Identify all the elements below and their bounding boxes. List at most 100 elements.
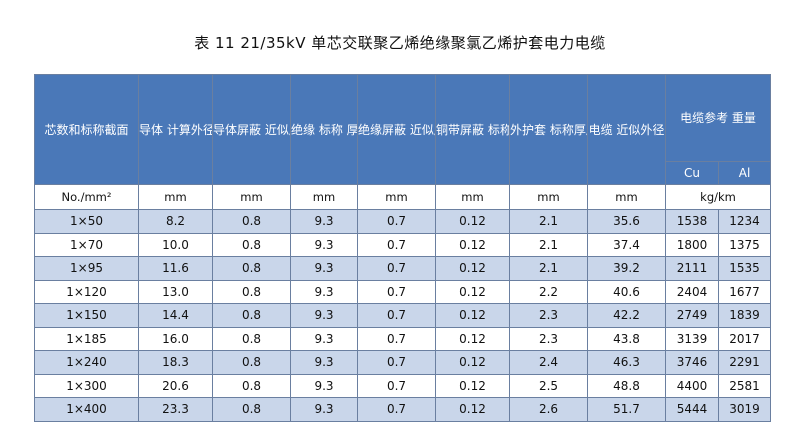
- table-cell: 0.12: [435, 209, 510, 234]
- table-cell: 0.7: [357, 232, 436, 257]
- table-row: 1×185 16.0 0.8 9.3 0.7 0.12 2.3 43.8 3139 2017: [34, 326, 772, 351]
- table-cell: 0.12: [435, 350, 510, 375]
- table-cell: 9.3: [290, 303, 358, 328]
- table-cell: 3139: [665, 326, 719, 351]
- table-cell: 0.8: [212, 209, 291, 234]
- table-cell: 0.7: [357, 326, 436, 351]
- table-row: 1×70 10.0 0.8 9.3 0.7 0.12 2.1 37.4 1800 1375: [34, 232, 772, 257]
- table-cell: 9.3: [290, 256, 358, 281]
- table-cell: 42.2: [587, 303, 666, 328]
- table-cell: 40.6: [587, 279, 666, 304]
- table-cell: 0.8: [212, 373, 291, 398]
- table-cell: 2.5: [509, 373, 588, 398]
- unit-cell: mm: [509, 184, 588, 210]
- table-cell: 2.3: [509, 303, 588, 328]
- table-cell: 2749: [665, 303, 719, 328]
- table-cell: 1677: [717, 279, 772, 304]
- table-cell: 2111: [665, 256, 719, 281]
- table-cell: 1375: [717, 232, 772, 257]
- table-cell: 4400: [665, 373, 719, 398]
- units-row: No./mm² mm mm mm mm mm mm mm kg/km: [34, 184, 772, 210]
- table-cell: 1×150: [34, 303, 139, 328]
- unit-cell: mm: [357, 184, 436, 210]
- header-core-section: 芯数和标称截面: [34, 74, 139, 185]
- table-cell: 0.7: [357, 209, 436, 234]
- table-cell: 1×70: [34, 232, 139, 257]
- table-cell: 0.12: [435, 326, 510, 351]
- unit-cell: mm: [138, 184, 213, 210]
- table-cell: 16.0: [138, 326, 213, 351]
- unit-cell: mm: [290, 184, 358, 210]
- header-row: 芯数和标称截面 导体 计算外径 导体屏蔽 近似厚度 绝缘 标称 厚度 绝缘屏蔽 …: [34, 74, 772, 185]
- table-cell: 2.2: [509, 279, 588, 304]
- table-cell: 0.7: [357, 373, 436, 398]
- table-row: 1×300 20.6 0.8 9.3 0.7 0.12 2.5 48.8 4400 2581: [34, 373, 772, 398]
- header-reference-weight: 电缆参考 重量: [664, 74, 772, 162]
- table-cell: 0.8: [212, 397, 291, 422]
- table-cell: 0.8: [212, 232, 291, 257]
- table-cell: 2404: [665, 279, 719, 304]
- table-cell: 9.3: [290, 326, 358, 351]
- table-cell: 2.1: [509, 209, 588, 234]
- header-al: Al: [717, 161, 772, 185]
- table-cell: 0.12: [435, 279, 510, 304]
- unit-cell-weight: kg/km: [664, 184, 772, 210]
- table-cell: 0.12: [435, 303, 510, 328]
- table-cell: 0.12: [435, 397, 510, 422]
- table-cell: 5444: [665, 397, 719, 422]
- table-cell: 1×95: [34, 256, 139, 281]
- table-cell: 0.8: [212, 326, 291, 351]
- table-cell: 0.8: [212, 350, 291, 375]
- table-cell: 39.2: [587, 256, 666, 281]
- table-title: 表 11 21/35kV 单芯交联聚乙烯绝缘聚氯乙烯护套电力电缆: [194, 34, 606, 52]
- header-cu: Cu: [665, 161, 719, 185]
- table-cell: 1535: [717, 256, 772, 281]
- table-cell: 9.3: [290, 232, 358, 257]
- table-cell: 9.3: [290, 279, 358, 304]
- table-cell: 9.3: [290, 397, 358, 422]
- unit-cell: mm: [435, 184, 510, 210]
- table-cell: 1×185: [34, 326, 139, 351]
- unit-cell: mm: [587, 184, 666, 210]
- table-cell: 1538: [665, 209, 719, 234]
- table-cell: 2291: [717, 350, 772, 375]
- table-row: 1×240 18.3 0.8 9.3 0.7 0.12 2.4 46.3 3746 2291: [34, 350, 772, 375]
- table-row: 1×150 14.4 0.8 9.3 0.7 0.12 2.3 42.2 2749 1839: [34, 303, 772, 328]
- table-cell: 1234: [717, 209, 772, 234]
- table-cell: 3746: [665, 350, 719, 375]
- table-cell: 3019: [717, 397, 772, 422]
- table-cell: 2.1: [509, 232, 588, 257]
- cable-spec-table: 芯数和标称截面 导体 计算外径 导体屏蔽 近似厚度 绝缘 标称 厚度 绝缘屏蔽 …: [34, 74, 772, 422]
- table-row: 1×120 13.0 0.8 9.3 0.7 0.12 2.2 40.6 2404 1677: [34, 279, 772, 304]
- table-cell: 0.12: [435, 373, 510, 398]
- table-cell: 2.1: [509, 256, 588, 281]
- header-insulation-thickness: 绝缘 标称 厚度: [290, 74, 358, 185]
- table-cell: 11.6: [138, 256, 213, 281]
- table-cell: 9.3: [290, 350, 358, 375]
- header-cable-diameter: 电缆 近似外径: [587, 74, 666, 185]
- table-cell: 9.3: [290, 373, 358, 398]
- table-cell: 1×300: [34, 373, 139, 398]
- table-cell: 2.4: [509, 350, 588, 375]
- table-cell: 0.12: [435, 256, 510, 281]
- table-cell: 35.6: [587, 209, 666, 234]
- unit-cell: mm: [212, 184, 291, 210]
- table-cell: 23.3: [138, 397, 213, 422]
- table-cell: 0.8: [212, 279, 291, 304]
- table-cell: 8.2: [138, 209, 213, 234]
- table-cell: 2.6: [509, 397, 588, 422]
- table-cell: 0.8: [212, 303, 291, 328]
- table-cell: 37.4: [587, 232, 666, 257]
- header-conductor-screen: 导体屏蔽 近似厚度: [212, 74, 291, 185]
- table-cell: 9.3: [290, 209, 358, 234]
- table-cell: 1800: [665, 232, 719, 257]
- table-cell: 46.3: [587, 350, 666, 375]
- table-cell: 0.7: [357, 256, 436, 281]
- table-cell: 1×120: [34, 279, 139, 304]
- table-cell: 2581: [717, 373, 772, 398]
- table-cell: 2017: [717, 326, 772, 351]
- table-cell: 0.7: [357, 279, 436, 304]
- table-cell: 1×50: [34, 209, 139, 234]
- table-cell: 1×400: [34, 397, 139, 422]
- table-cell: 0.12: [435, 232, 510, 257]
